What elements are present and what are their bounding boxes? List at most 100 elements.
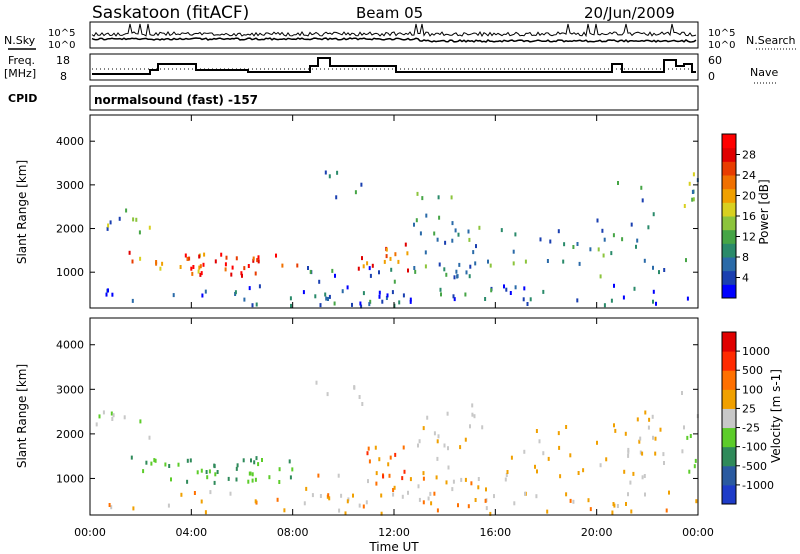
echo-cell <box>659 427 662 432</box>
echo-cell <box>382 474 385 479</box>
echo-cell <box>409 477 412 482</box>
echo-cell <box>261 458 263 462</box>
echo-cell <box>353 385 356 390</box>
echo-cell <box>654 451 657 456</box>
echo-cell <box>522 297 525 302</box>
echo-cell <box>385 247 388 252</box>
echo-cell <box>417 484 420 489</box>
nsky-label: N.Sky <box>4 34 36 47</box>
colorbar-swatch <box>722 408 736 429</box>
echo-cell <box>324 170 327 175</box>
echo-cell <box>335 195 338 200</box>
echo-cell <box>369 273 372 278</box>
echo-cell <box>648 417 651 422</box>
y-tick-label: 1000 <box>56 472 84 485</box>
echo-cell <box>477 485 480 490</box>
colorbar-swatch <box>722 446 736 467</box>
echo-cell <box>385 254 388 259</box>
velocity-colorbar-label: Velocity [m s-1] <box>769 369 783 463</box>
echo-cell <box>644 410 647 415</box>
colorbar-swatch <box>722 351 736 371</box>
echo-cell <box>445 272 448 277</box>
nsearch-label: N.Search <box>746 34 796 47</box>
echo-cell <box>446 411 449 416</box>
freq-panel <box>89 53 699 81</box>
colorbar-frame <box>721 331 737 505</box>
echo-cell <box>455 269 458 274</box>
echo-cell <box>242 458 245 463</box>
colorbar-swatch <box>722 389 736 409</box>
echo-cell <box>509 291 512 295</box>
echo-cell <box>481 425 484 430</box>
echo-cell <box>422 426 425 431</box>
echo-cell <box>366 261 369 266</box>
echo-cell <box>523 449 526 454</box>
echo-cell <box>597 247 600 252</box>
echo-cell <box>447 465 450 470</box>
echo-cell <box>340 493 343 498</box>
echo-cell <box>220 252 223 257</box>
echo-cell <box>668 490 670 495</box>
nsky-line <box>91 23 697 38</box>
echo-cell <box>402 445 405 450</box>
colorbar-tick-label: 20 <box>742 190 756 203</box>
echo-cell <box>636 417 639 422</box>
echo-cell <box>200 499 203 504</box>
echo-cell <box>503 284 505 289</box>
echo-cell <box>397 259 400 264</box>
echo-cell <box>506 470 509 474</box>
echo-cell <box>378 457 381 462</box>
echo-cell <box>630 222 633 227</box>
y-tick-label: 4000 <box>56 135 84 148</box>
echo-cell <box>625 502 627 506</box>
echo-cell <box>196 470 199 475</box>
echo-cell <box>416 191 419 196</box>
colorbar-tick-label: 28 <box>742 149 756 162</box>
echo-cell <box>641 475 644 480</box>
echo-cell <box>685 258 687 263</box>
echo-cell <box>474 498 477 502</box>
echo-cell <box>366 451 369 456</box>
echo-cell <box>652 289 655 294</box>
echo-cell <box>407 490 409 495</box>
echo-cell <box>315 380 318 385</box>
echo-cell <box>394 252 397 257</box>
echo-cell <box>438 215 441 220</box>
echo-cell <box>578 261 581 266</box>
echo-cell <box>201 293 204 298</box>
echo-cell <box>123 415 126 420</box>
echo-cell <box>240 271 243 276</box>
echo-cell <box>328 294 331 299</box>
echo-cell <box>542 451 545 456</box>
echo-cell <box>426 415 429 420</box>
echo-cell <box>159 266 162 271</box>
echo-cell <box>311 493 314 498</box>
echo-cell <box>328 496 331 501</box>
colorbar-swatch <box>722 270 736 285</box>
echo-cell <box>688 181 691 186</box>
echo-cell <box>617 181 619 185</box>
echo-cell <box>415 218 418 223</box>
colorbar-swatch <box>722 427 736 448</box>
echo-cell <box>451 238 454 243</box>
echo-cell <box>612 502 615 506</box>
echo-cell <box>484 297 487 301</box>
echo-cell <box>361 402 364 406</box>
echo-cell <box>131 298 134 303</box>
echo-cell <box>665 508 668 513</box>
echo-cell <box>438 262 441 267</box>
colorbar-swatch <box>722 257 736 272</box>
echo-cell <box>422 471 425 476</box>
echo-cell <box>235 256 238 261</box>
noise-panel <box>89 21 699 49</box>
echo-cell <box>401 476 404 481</box>
echo-cell <box>557 229 560 234</box>
echo-cell <box>547 456 550 461</box>
y-tick-label: 3000 <box>56 179 84 192</box>
colorbar-swatch <box>722 202 736 217</box>
echo-cell <box>629 480 632 485</box>
echo-cell <box>199 264 202 269</box>
echo-cell <box>336 170 339 175</box>
echo-cell <box>512 249 515 254</box>
